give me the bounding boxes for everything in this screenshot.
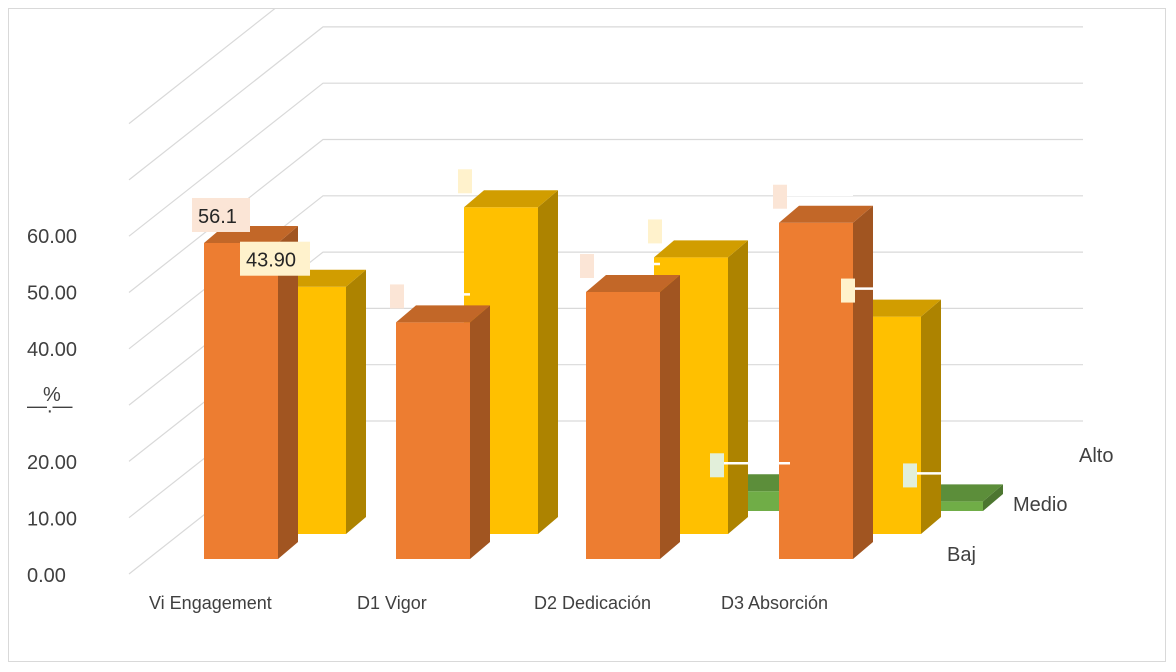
x-category-label: Vi Engagement [149, 593, 272, 613]
y-axis-label: % [43, 384, 61, 406]
x-axis-categories: Vi Engagement D1 Vigor D2 Dedicación D3 Abs… [149, 593, 828, 613]
data-label-box [390, 284, 404, 309]
data-label-box [903, 463, 917, 488]
y-tick-label: 0.00 [27, 565, 66, 587]
y-tick-label: —.— [27, 396, 73, 418]
series-depth-label: Medio [1013, 494, 1067, 516]
data-label-box [458, 169, 472, 194]
data-label-box [192, 197, 250, 232]
bar-side [278, 225, 298, 559]
x-category-label: D2 Dedicación [534, 593, 651, 613]
bar-side [660, 274, 680, 559]
x-category-label: D3 Absorción [721, 593, 828, 613]
bar-side [921, 299, 941, 534]
data-label-box [773, 184, 787, 209]
gridline [128, 138, 1083, 293]
gridline [128, 26, 1083, 181]
chart-svg: 43.90 56.1 0.00 10.00 20.00 —.— 40.00 50.00 60.… [27, 9, 1113, 613]
series-depth-label: Alto [1079, 445, 1113, 467]
y-tick-label: 20.00 [27, 452, 77, 474]
bar-front [396, 322, 470, 559]
bar-side [983, 484, 1003, 511]
bar-top [396, 305, 490, 323]
data-label-box [841, 278, 855, 303]
chart-data-labels: 43.90 56.1 [192, 169, 983, 488]
data-label: 43.90 [246, 250, 296, 272]
data-label-box [648, 219, 662, 244]
bar-side [470, 305, 490, 559]
data-label-box [240, 241, 310, 276]
bar-front [204, 242, 278, 559]
bar-front [586, 291, 660, 559]
bar-side [728, 240, 748, 535]
data-label-box [710, 453, 724, 478]
data-label-box [580, 253, 594, 278]
gridline [128, 9, 276, 125]
bar-side [538, 190, 558, 534]
y-axis-ticks: 0.00 10.00 20.00 —.— 40.00 50.00 60.00 [27, 226, 77, 587]
depth-axis-series-labels: Baj Medio Alto [947, 445, 1113, 566]
bar-top [464, 190, 558, 208]
bar-front [779, 222, 853, 559]
x-category-label: D1 Vigor [357, 593, 427, 613]
bar-top [654, 240, 748, 258]
chart-bars [204, 190, 1003, 559]
bar-top [779, 205, 873, 223]
y-tick-label: 10.00 [27, 509, 77, 531]
series-depth-label: Baj [947, 544, 976, 566]
y-tick-label: 50.00 [27, 283, 77, 305]
y-tick-label: 60.00 [27, 226, 77, 248]
bar-top [586, 274, 680, 292]
data-label: 56.1 [198, 206, 237, 228]
bar-side [853, 205, 873, 559]
y-tick-label: 40.00 [27, 339, 77, 361]
bar-side [346, 269, 366, 534]
chart-frame: 43.90 56.1 0.00 10.00 20.00 —.— 40.00 50.00 60.… [8, 8, 1166, 662]
gridline [128, 82, 1083, 237]
